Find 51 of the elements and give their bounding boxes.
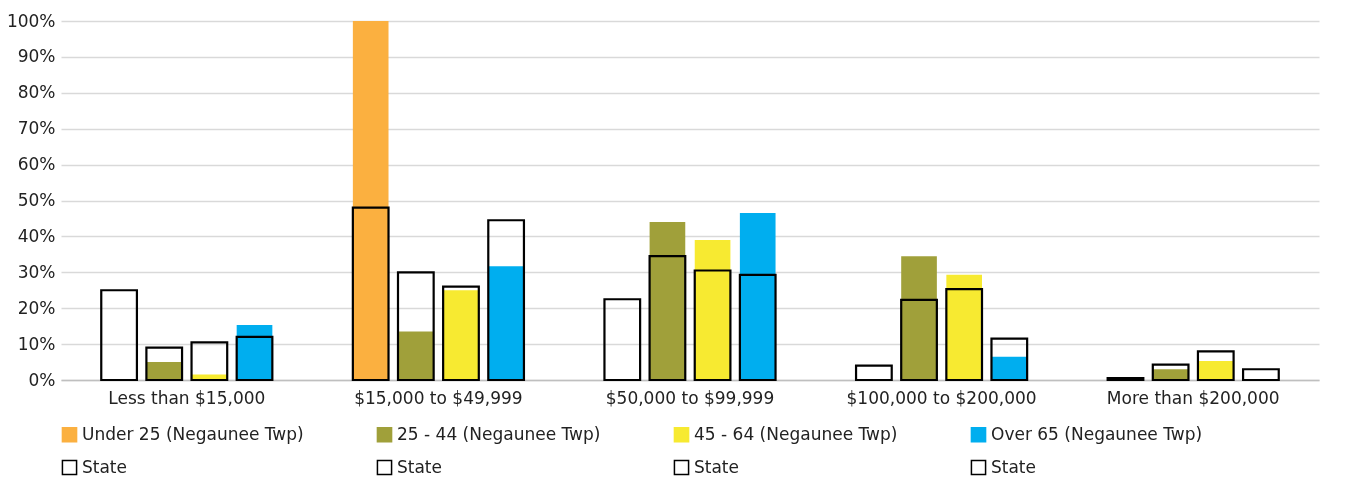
y-tick-label: 0% <box>28 369 56 390</box>
x-tick-label: Less than $15,000 <box>108 387 266 408</box>
bar <box>693 269 732 382</box>
x-tick-label: More than $200,000 <box>1106 387 1280 408</box>
bar <box>351 206 390 382</box>
legend-label: State <box>82 456 127 477</box>
bar <box>649 222 686 380</box>
bar <box>190 341 229 382</box>
legend-label: State <box>991 456 1036 477</box>
bar <box>694 239 731 380</box>
bar <box>738 273 777 382</box>
bar <box>990 337 1029 382</box>
y-tick-label: 10% <box>17 333 56 354</box>
x-tick-label: $50,000 to $99,999 <box>605 387 775 408</box>
bar <box>739 213 776 380</box>
bar <box>100 289 139 382</box>
y-tick-label: 70% <box>17 118 56 139</box>
legend-label: 45 - 64 (Negaunee Twp) <box>694 423 898 444</box>
bar <box>1151 363 1190 382</box>
bar <box>901 256 937 380</box>
y-tick-label: 80% <box>17 82 56 103</box>
legend-label: 25 - 44 (Negaunee Twp) <box>397 423 601 444</box>
y-tick-label: 20% <box>17 297 56 318</box>
y-tick-label: 100% <box>6 10 56 31</box>
legend-label: State <box>694 456 739 477</box>
bar <box>648 255 687 382</box>
legend-label: State <box>397 456 442 477</box>
bar <box>603 298 642 382</box>
x-tick-label: $100,000 to $200,000 <box>846 387 1037 408</box>
y-tick-label: 90% <box>17 46 56 67</box>
legend-label: Under 25 (Negaunee Twp) <box>82 423 304 444</box>
legend-label: Over 65 (Negaunee Twp) <box>991 423 1203 444</box>
y-tick-label: 50% <box>17 190 56 210</box>
bar <box>1106 377 1145 382</box>
bar <box>900 298 938 382</box>
bar <box>854 364 893 382</box>
bar <box>145 346 184 382</box>
bar <box>235 335 274 382</box>
bar <box>352 21 389 380</box>
bar <box>488 266 524 380</box>
y-tick-label: 30% <box>17 261 56 282</box>
bar <box>396 271 435 382</box>
bar <box>1241 368 1280 382</box>
x-tick-label: $15,000 to $49,999 <box>354 387 523 408</box>
y-tick-label: 60% <box>17 154 56 175</box>
bar <box>1196 350 1235 382</box>
y-tick-label: 40% <box>17 225 56 246</box>
bar <box>946 274 982 380</box>
bar <box>945 288 984 382</box>
bar <box>398 331 434 380</box>
bar <box>487 219 526 382</box>
